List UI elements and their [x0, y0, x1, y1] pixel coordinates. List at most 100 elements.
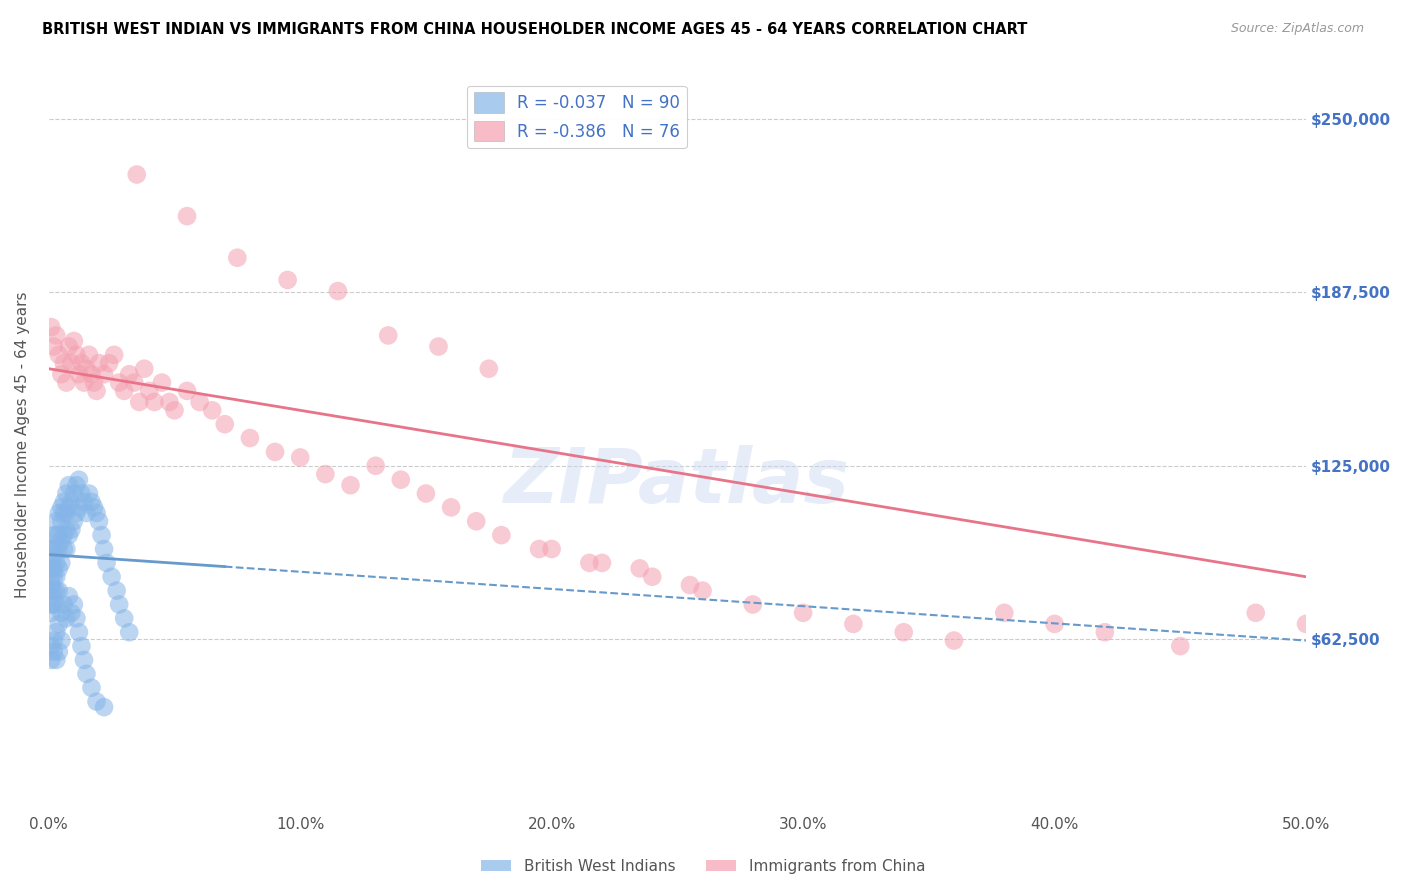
Point	[42, 528, 65, 542]
Point	[48, 645, 70, 659]
Point	[52, 541, 75, 556]
Point	[58, 589, 80, 603]
Point	[108, 598, 131, 612]
Point	[465, 514, 488, 528]
Point	[364, 458, 387, 473]
Point	[48, 541, 70, 556]
Point	[45, 556, 67, 570]
Point	[73, 376, 96, 390]
Point	[75, 506, 97, 520]
Point	[77, 348, 100, 362]
Point	[993, 606, 1015, 620]
Point	[51, 368, 73, 382]
Point	[39, 639, 62, 653]
Point	[128, 395, 150, 409]
Point	[100, 570, 122, 584]
Point	[314, 467, 336, 482]
Point	[527, 541, 550, 556]
Point	[67, 500, 90, 515]
Point	[80, 368, 103, 382]
Point	[51, 556, 73, 570]
Point	[108, 376, 131, 390]
Point	[39, 320, 62, 334]
Point	[55, 486, 77, 500]
Point	[326, 284, 349, 298]
Point	[55, 541, 77, 556]
Point	[478, 361, 501, 376]
Point	[1244, 606, 1267, 620]
Point	[239, 431, 262, 445]
Point	[52, 356, 75, 370]
Point	[80, 495, 103, 509]
Point	[42, 541, 65, 556]
Point	[39, 541, 62, 556]
Point	[45, 328, 67, 343]
Point	[118, 368, 141, 382]
Point	[60, 606, 83, 620]
Point	[58, 339, 80, 353]
Point	[63, 334, 86, 348]
Point	[39, 556, 62, 570]
Y-axis label: Householder Income Ages 45 - 64 years: Householder Income Ages 45 - 64 years	[15, 292, 30, 599]
Point	[159, 395, 181, 409]
Point	[125, 168, 148, 182]
Point	[52, 528, 75, 542]
Point	[51, 606, 73, 620]
Point	[48, 561, 70, 575]
Point	[138, 384, 160, 398]
Point	[842, 616, 865, 631]
Point	[45, 528, 67, 542]
Point	[377, 328, 399, 343]
Point	[45, 514, 67, 528]
Point	[103, 348, 125, 362]
Point	[86, 506, 108, 520]
Point	[60, 495, 83, 509]
Point	[290, 450, 312, 465]
Point	[45, 583, 67, 598]
Point	[52, 598, 75, 612]
Point	[641, 570, 664, 584]
Point	[277, 273, 299, 287]
Point	[42, 570, 65, 584]
Point	[1168, 639, 1191, 653]
Point	[176, 209, 198, 223]
Point	[226, 251, 249, 265]
Point	[65, 348, 87, 362]
Point	[55, 523, 77, 537]
Point	[86, 384, 108, 398]
Point	[42, 633, 65, 648]
Point	[48, 616, 70, 631]
Point	[122, 376, 145, 390]
Point	[39, 561, 62, 575]
Point	[628, 561, 651, 575]
Point	[45, 598, 67, 612]
Point	[39, 606, 62, 620]
Point	[67, 368, 90, 382]
Point	[42, 598, 65, 612]
Point	[893, 625, 915, 640]
Point	[45, 570, 67, 584]
Point	[540, 541, 562, 556]
Point	[42, 561, 65, 575]
Point	[70, 486, 93, 500]
Point	[52, 506, 75, 520]
Point	[42, 645, 65, 659]
Point	[48, 348, 70, 362]
Point	[65, 611, 87, 625]
Point	[87, 514, 110, 528]
Point	[67, 473, 90, 487]
Point	[55, 506, 77, 520]
Point	[96, 556, 118, 570]
Legend: British West Indians, Immigrants from China: British West Indians, Immigrants from Ch…	[475, 853, 931, 880]
Point	[63, 486, 86, 500]
Point	[93, 368, 115, 382]
Point	[440, 500, 463, 515]
Legend: R = -0.037   N = 90, R = -0.386   N = 76: R = -0.037 N = 90, R = -0.386 N = 76	[467, 86, 686, 148]
Point	[42, 339, 65, 353]
Point	[143, 395, 166, 409]
Point	[60, 523, 83, 537]
Point	[591, 556, 613, 570]
Point	[1295, 616, 1317, 631]
Point	[692, 583, 714, 598]
Point	[63, 514, 86, 528]
